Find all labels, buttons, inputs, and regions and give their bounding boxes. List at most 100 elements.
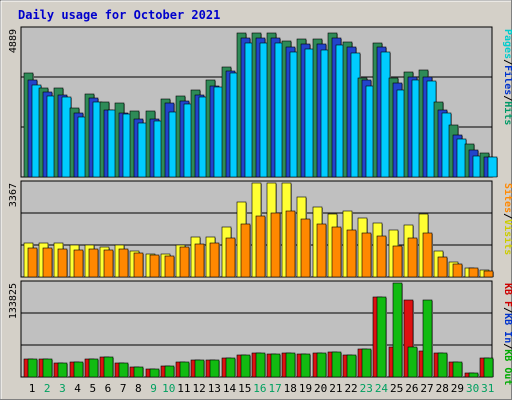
x-tick-label-day-22: 22 [344, 382, 357, 395]
x-tick-label-day-6: 6 [105, 382, 112, 395]
bar-kb-out-day-26 [407, 346, 418, 378]
bar-sites-day-17 [270, 212, 281, 278]
bar-sites-day-11 [179, 246, 190, 278]
bar-sites-day-24 [376, 235, 387, 278]
bar-sites-day-4 [73, 249, 84, 278]
x-tick-label-day-27: 27 [420, 382, 433, 395]
bar-kb-out-day-16 [255, 352, 266, 378]
x-tick-label-day-10: 10 [162, 382, 175, 395]
bar-sites-day-28 [437, 256, 448, 278]
x-tick-label-day-3: 3 [59, 382, 66, 395]
x-tick-label-day-25: 25 [390, 382, 403, 395]
x-tick-label-day-20: 20 [314, 382, 327, 395]
bar-kb-out-day-1 [27, 358, 38, 378]
legend-item: Hits [502, 101, 512, 125]
bar-sites-day-8 [133, 252, 144, 278]
bar-sites-day-18 [285, 210, 296, 278]
x-tick-label-day-15: 15 [238, 382, 251, 395]
bar-kb-out-day-17 [270, 353, 281, 378]
panel-1: 4889 Pages/Files/Hits [8, 26, 512, 178]
bar-sites-day-10 [164, 255, 175, 278]
x-tick-label-day-8: 8 [135, 382, 142, 395]
bar-kb-out-day-19 [300, 353, 311, 378]
bar-kb-out-day-10 [164, 365, 175, 378]
bar-kb-out-day-2 [42, 358, 53, 378]
bar-kb-out-day-28 [437, 352, 448, 378]
bar-sites-day-27 [422, 232, 433, 278]
x-tick-label-day-19: 19 [299, 382, 312, 395]
legend-item: / [502, 59, 512, 65]
bar-kb-out-day-8 [133, 366, 144, 378]
bar-kb-out-day-21 [331, 351, 342, 378]
x-tick-label-day-9: 9 [150, 382, 157, 395]
legend-item: / [502, 307, 512, 313]
x-tick-label-day-23: 23 [360, 382, 373, 395]
bar-kb-out-day-11 [179, 361, 190, 378]
x-tick-label-day-29: 29 [451, 382, 464, 395]
bar-sites-day-26 [407, 237, 418, 278]
bar-sites-day-6 [103, 249, 114, 278]
bar-sites-day-13 [209, 242, 220, 278]
legend-panel-3: KB F/KB In/KB Out [502, 283, 512, 385]
x-tick-label-day-2: 2 [44, 382, 51, 395]
bar-sites-day-30 [468, 267, 479, 278]
x-tick-label-day-31: 31 [481, 382, 494, 395]
legend-item: / [502, 95, 512, 101]
x-tick-label-day-4: 4 [74, 382, 81, 395]
legend-item: / [502, 343, 512, 349]
x-tick-label-day-5: 5 [89, 382, 96, 395]
legend-item: Sites [502, 183, 512, 213]
bar-sites-day-29 [452, 263, 463, 278]
x-tick-label-day-28: 28 [436, 382, 449, 395]
bar-kb-out-day-29 [452, 361, 463, 378]
bar-pages-day-29 [456, 138, 467, 178]
panel-3: 133825 KB F/KB In/KB Out [8, 280, 512, 385]
y-max-label: 3367 [8, 183, 19, 207]
bar-kb-out-day-15 [240, 354, 251, 378]
bar-sites-day-21 [331, 226, 342, 278]
bar-kb-out-day-9 [149, 368, 160, 378]
y-max-label: 4889 [8, 29, 19, 53]
x-tick-label-day-18: 18 [284, 382, 297, 395]
y-max-label: 133825 [8, 283, 19, 319]
bar-sites-day-22 [346, 229, 357, 278]
bar-kb-out-day-4 [73, 361, 84, 378]
x-tick-label-day-13: 13 [208, 382, 221, 395]
legend-item: KB F [502, 283, 512, 307]
bar-kb-out-day-23 [361, 348, 372, 378]
bar-sites-day-7 [118, 248, 129, 278]
bar-kb-out-day-31 [483, 357, 494, 378]
bar-kb-out-day-24 [376, 296, 387, 378]
legend-item: Files [502, 65, 512, 95]
bar-kb-out-day-7 [118, 362, 129, 378]
bar-pages-day-19 [304, 48, 315, 178]
legend-item: KB Out [502, 349, 512, 385]
x-tick-label-day-7: 7 [120, 382, 127, 395]
bar-kb-out-day-27 [422, 299, 433, 378]
bar-sites-day-20 [316, 223, 327, 278]
bar-sites-day-16 [255, 215, 266, 278]
x-tick-label-day-11: 11 [177, 382, 190, 395]
bar-kb-out-day-18 [285, 352, 296, 378]
bar-kb-out-day-30 [468, 372, 479, 378]
bar-pages-day-13 [213, 86, 224, 178]
legend-item: / [502, 213, 512, 219]
bar-sites-day-14 [225, 237, 236, 278]
bar-kb-out-day-14 [225, 357, 236, 378]
bar-sites-day-19 [300, 218, 311, 278]
bar-sites-day-25 [392, 245, 403, 278]
bar-sites-day-12 [194, 243, 205, 278]
bar-kb-out-day-22 [346, 354, 357, 378]
bar-sites-day-3 [57, 248, 68, 278]
x-tick-label-day-24: 24 [375, 382, 389, 395]
bar-kb-out-day-13 [209, 359, 220, 378]
x-tick-label-day-16: 16 [253, 382, 266, 395]
bar-kb-out-day-20 [316, 352, 327, 378]
bar-sites-day-31 [483, 270, 494, 278]
bar-kb-out-day-5 [88, 358, 99, 378]
legend-item: KB In [502, 313, 512, 343]
legend-item: Pages [502, 29, 512, 59]
x-tick-label-day-30: 30 [466, 382, 479, 395]
x-tick-label-day-17: 17 [268, 382, 281, 395]
